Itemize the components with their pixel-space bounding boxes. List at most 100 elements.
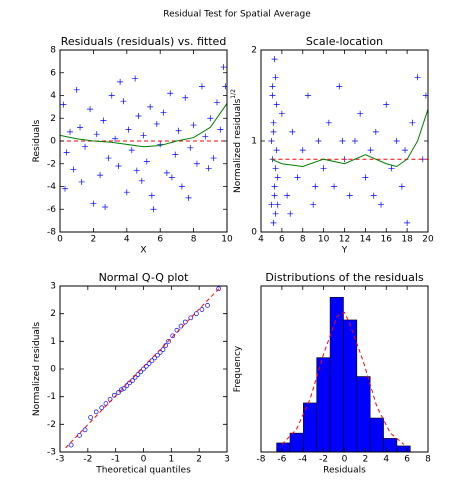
scatter-point bbox=[207, 115, 214, 122]
histogram-bar bbox=[343, 319, 358, 452]
x-tick-label: 12 bbox=[339, 235, 350, 245]
scatter-point bbox=[132, 75, 139, 82]
scatter-point bbox=[77, 124, 84, 131]
fit-line bbox=[65, 286, 222, 449]
scatter-point bbox=[185, 194, 192, 201]
scatter-point bbox=[123, 189, 130, 196]
x-tick-label: 10 bbox=[318, 235, 330, 245]
scatter-point bbox=[97, 172, 104, 179]
scatter-point bbox=[268, 138, 275, 144]
histogram-bar bbox=[289, 432, 304, 452]
x-tick-label: 8 bbox=[300, 235, 306, 245]
x-tick-label: 2 bbox=[196, 455, 202, 465]
scatter-point bbox=[87, 106, 94, 113]
y-tick-label: -3 bbox=[47, 448, 56, 458]
qq-point bbox=[121, 386, 127, 391]
qq-point bbox=[157, 350, 163, 355]
subplot: Residuals (residuals) vs. fitted X Residua… bbox=[32, 35, 233, 256]
x-tick-label: 8 bbox=[191, 235, 197, 245]
scatter-point bbox=[362, 174, 369, 181]
x-tick-label: 6 bbox=[157, 235, 163, 245]
figure-title: Residual Test for Spatial Average bbox=[163, 10, 311, 20]
qq-point bbox=[166, 338, 171, 344]
scatter-point bbox=[78, 178, 85, 185]
y-tick-label: 1 bbox=[251, 137, 257, 147]
scatter-point bbox=[357, 110, 364, 117]
scatter-point bbox=[178, 183, 185, 190]
scatter-point bbox=[82, 143, 89, 150]
scatter-point bbox=[370, 192, 377, 199]
scatter-point bbox=[287, 210, 294, 217]
scatter-point bbox=[187, 144, 194, 151]
scatter-point bbox=[73, 86, 80, 93]
plot-area bbox=[65, 286, 222, 449]
y-tick-label: -8 bbox=[47, 228, 56, 238]
qq-point bbox=[82, 427, 88, 433]
scatter-point bbox=[274, 201, 281, 208]
scatter-point bbox=[273, 147, 280, 154]
x-tick-label: 18 bbox=[401, 235, 413, 245]
qq-point bbox=[216, 286, 221, 292]
scatter-point bbox=[372, 128, 379, 135]
scatter-point bbox=[220, 64, 227, 71]
scatter-point bbox=[274, 174, 281, 181]
qq-point bbox=[188, 315, 194, 321]
x-tick-label: -1 bbox=[111, 455, 120, 465]
qq-point bbox=[124, 383, 130, 388]
y-axis-label-text: Normalized residuals bbox=[233, 98, 243, 193]
y-axis-label: Frequency bbox=[233, 345, 243, 392]
y-axis-label: Normalized residuals1/2 bbox=[230, 89, 243, 193]
scatter-point bbox=[383, 101, 390, 108]
scatter-point bbox=[325, 119, 332, 126]
y-axis-label: Normalized residuals bbox=[32, 322, 42, 417]
qq-point bbox=[116, 390, 121, 395]
scatter-point bbox=[163, 169, 170, 176]
histogram-bar bbox=[369, 417, 384, 452]
scatter-point bbox=[105, 155, 112, 162]
y-tick-label: 0 bbox=[50, 365, 56, 375]
x-tick-label: 1 bbox=[168, 455, 174, 465]
scatter-point bbox=[115, 163, 122, 170]
scatter-point bbox=[289, 128, 296, 135]
y-tick-label: 2 bbox=[251, 46, 257, 56]
scatter-point bbox=[60, 101, 67, 108]
scatter-point bbox=[182, 94, 189, 101]
qq-point bbox=[205, 303, 210, 308]
subplot: Scale-location Y Normalized residuals1/2 4 6… bbox=[230, 35, 434, 256]
subplot-title: Scale-location bbox=[306, 35, 383, 48]
scatter-point bbox=[268, 201, 275, 208]
subplot-title: Distributions of the residuals bbox=[265, 271, 424, 284]
y-tick-label: -2 bbox=[47, 159, 56, 169]
qq-point bbox=[199, 307, 205, 312]
scatter-point bbox=[402, 147, 409, 154]
scatter-point bbox=[398, 183, 405, 190]
scatter-point bbox=[270, 219, 277, 226]
x-axis-label: Residuals bbox=[323, 466, 366, 476]
x-tick-label: 16 bbox=[381, 235, 393, 245]
histogram-bar bbox=[356, 376, 371, 452]
scatter-point bbox=[336, 83, 343, 90]
x-tick-label: 0 bbox=[141, 455, 147, 465]
scatter-point bbox=[62, 185, 69, 192]
qq-point bbox=[68, 442, 74, 448]
scatter-point bbox=[148, 192, 155, 199]
qq-point bbox=[182, 319, 188, 325]
scatter-point bbox=[217, 126, 224, 133]
x-tick-label: 0 bbox=[57, 235, 63, 245]
scatter-point bbox=[93, 131, 100, 138]
scatter-point bbox=[269, 83, 276, 90]
y-axis-label-text: Frequency bbox=[233, 345, 243, 392]
scatter-point bbox=[168, 174, 175, 181]
scatter-point bbox=[272, 210, 279, 217]
x-axis-label: Y bbox=[341, 246, 348, 256]
scatter-point bbox=[271, 183, 278, 190]
scatter-point bbox=[346, 192, 353, 199]
scatter-point bbox=[202, 133, 209, 140]
x-tick-label: 2 bbox=[363, 455, 369, 465]
scatter-point bbox=[198, 83, 205, 90]
plot-area bbox=[60, 64, 227, 213]
x-tick-label: 4 bbox=[383, 455, 389, 465]
scatter-point bbox=[339, 138, 346, 144]
y-tick-label: 2 bbox=[50, 309, 56, 319]
scatter-point bbox=[409, 119, 416, 126]
